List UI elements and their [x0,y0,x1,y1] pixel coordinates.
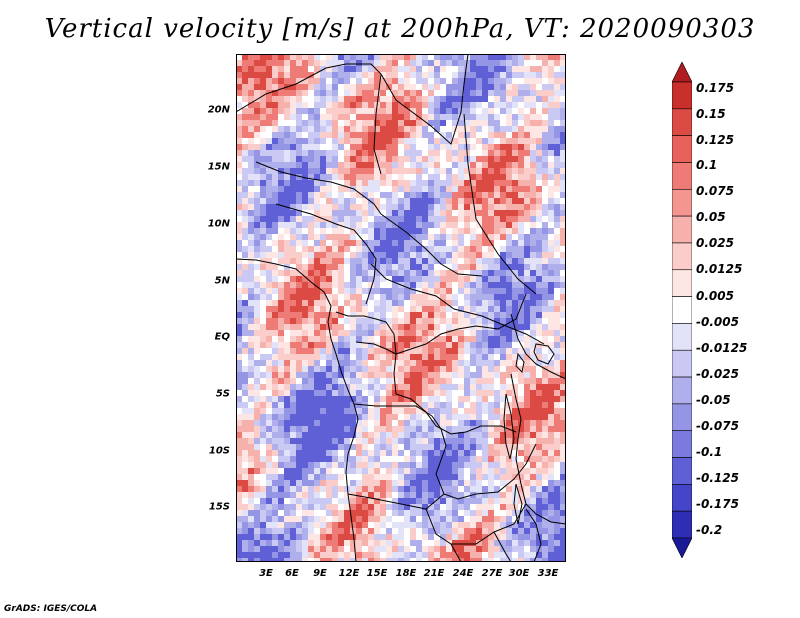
colorbar-segment [672,537,692,558]
colorbar-segment [672,135,692,163]
lat-label-10n: 10N [207,218,230,230]
colorbar-segment [672,296,692,324]
colorbar-label: -0.1 [696,445,723,459]
lon-label-18e: 18E [395,568,417,579]
colorbar-segment [672,430,692,458]
colorbar-segment [672,81,692,110]
map-canvas [232,54,566,566]
colorbar-label: -0.0125 [696,341,748,355]
lon-label-33e: 33E [537,568,559,579]
colorbar-label: -0.075 [696,419,739,433]
colorbar-label: -0.175 [696,497,739,511]
colorbar-label: 0.1 [696,158,718,172]
colorbar-label: -0.005 [696,315,739,329]
colorbar-label: -0.2 [696,523,723,537]
map-title: Vertical velocity [m/s] at 200hPa, VT: 2… [44,14,756,44]
colorbar-label: 0.175 [696,81,734,95]
colorbar-segment [672,162,692,190]
colorbar-label: 0.075 [696,184,734,198]
lon-label-6e: 6E [285,568,299,579]
lat-label-15n: 15N [207,161,230,173]
lat-label-10s: 10S [208,445,230,457]
colorbar-segment [672,188,692,217]
colorbar-segment [672,349,692,378]
colorbar-label: 0.005 [696,289,734,303]
colorbar-label: 0.05 [696,210,726,224]
lon-label-24e: 24E [452,568,474,579]
colorbar-segment [672,62,692,83]
lon-label-15e: 15E [366,568,388,579]
colorbar-label: -0.025 [696,367,739,381]
colorbar-label: 0.0125 [696,262,743,276]
lat-label-20n: 20N [207,104,230,116]
lon-label-12e: 12E [338,568,360,579]
lat-label-eq: EQ [214,331,230,343]
colorbar-segment [672,403,692,432]
colorbar-label: -0.05 [696,393,731,407]
lat-label-5s: 5S [215,388,230,400]
map-frame [236,54,566,562]
colorbar-label: -0.125 [696,471,739,485]
vertical-velocity-map [232,54,566,566]
colorbar-segment [672,108,692,136]
lon-label-30e: 30E [508,568,530,579]
lon-label-9e: 9E [313,568,327,579]
grads-credit: GrADS: IGES/COLA [4,604,98,614]
colorbar-label: 0.125 [696,133,734,147]
lon-label-27e: 27E [481,568,503,579]
velocity-field [236,54,566,562]
lon-label-3e: 3E [259,568,273,579]
colorbar-segment [672,510,692,539]
lat-label-15s: 15S [208,501,230,513]
colorbar-segment [672,269,692,297]
colorbar-label: 0.025 [696,236,734,250]
colorbar-segment [672,323,692,351]
country-borders [236,54,566,562]
colorbar-segment [672,242,692,271]
colorbar [672,62,692,558]
colorbar-segment [672,484,692,512]
colorbar-segment [672,215,692,244]
colorbar-label: 0.15 [696,107,726,121]
lon-label-21e: 21E [423,568,445,579]
colorbar-segment [672,376,692,405]
colorbar-segment [672,457,692,485]
lat-label-5n: 5N [214,275,230,287]
